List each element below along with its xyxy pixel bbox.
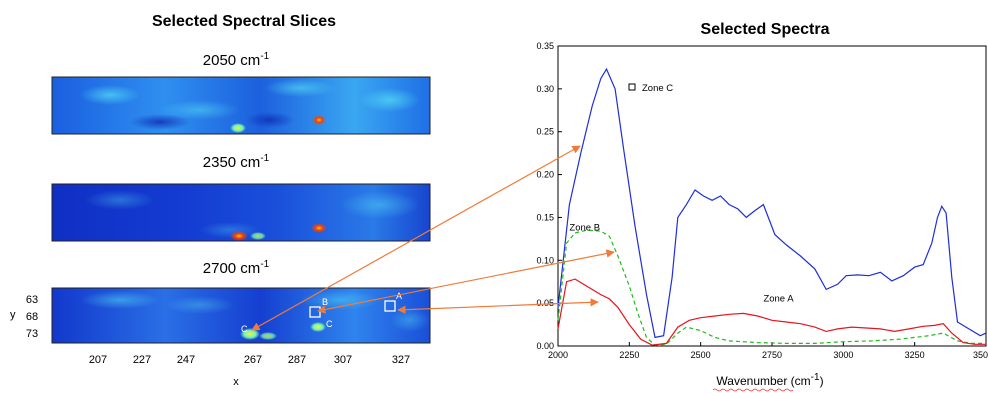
connection-arrows [251,145,615,331]
x-tick-label: 2750 [762,350,782,360]
y-tick-label: 0.30 [536,84,554,94]
marker-label-a: A [396,291,402,301]
image-x-axis-label: x [233,376,239,388]
spellcheck-underline [712,388,794,392]
series-line-zone-c [557,67,987,339]
annotation-zone-a: Zone A [763,293,794,304]
series-line-zone-b [557,229,986,346]
chart-x-axis: 2000 2250 2500 2750 3000 3250 350 [548,342,988,360]
x-tick-label: 2500 [691,350,711,360]
y-tick-label: 0.00 [536,341,554,351]
image-x-tick-307: 307 [334,354,352,366]
y-tick-label: 0.20 [536,170,554,180]
x-tick-label: 2000 [548,350,568,360]
image-x-tick-207: 207 [89,354,107,366]
series-line-zone-a [557,278,986,346]
spectral-slice-2700: B A C C [51,287,431,344]
y-tick-label: 0.35 [536,41,554,51]
image-y-tick-73: 73 [26,328,38,340]
chart-x-axis-label: Wavenumber (cm-1) [716,372,823,388]
x-tick-label: 350 [973,350,988,360]
marker-label-c-left: C [241,324,248,334]
y-tick-label: 0.05 [536,298,554,308]
x-tick-label: 3250 [905,350,925,360]
slice-label-2350: 2350 cm-1 [203,153,270,171]
image-x-tick-267: 267 [244,354,262,366]
x-tick-label: 3000 [833,350,853,360]
y-tick-label: 0.10 [536,255,554,265]
arrow-zone-b [317,249,615,314]
image-x-ticks: 207 227 247 267 287 307 327 [89,354,410,366]
spectral-slice-2350 [51,183,431,242]
image-x-tick-227: 227 [133,354,151,366]
spectra-series [557,67,987,346]
legend-marker-zone-c [628,83,636,91]
left-panel-title: Selected Spectral Slices [152,13,336,30]
slice-label-2700: 2700 cm-1 [203,259,270,277]
marker-label-b: B [322,297,328,307]
y-tick-label: 0.25 [536,127,554,137]
slice-label-2050: 2050 cm-1 [203,51,270,69]
arrow-zone-a [397,298,599,314]
legend-label-zone-c: Zone C [642,83,673,94]
image-y-tick-63: 63 [26,294,38,306]
image-x-tick-327: 327 [392,354,410,366]
image-y-axis-label: y [10,309,16,321]
image-y-tick-68: 68 [26,311,38,323]
image-x-tick-287: 287 [288,354,306,366]
y-tick-label: 0.15 [536,212,554,222]
plot-frame [557,45,987,347]
x-tick-label: 2250 [619,350,639,360]
image-x-tick-247: 247 [177,354,195,366]
marker-label-c-right: C [326,319,333,329]
annotation-zone-b: Zone B [569,222,600,233]
arrow-zone-c [251,145,581,331]
chart-title: Selected Spectra [701,21,830,38]
spectral-slice-2050 [51,76,431,135]
